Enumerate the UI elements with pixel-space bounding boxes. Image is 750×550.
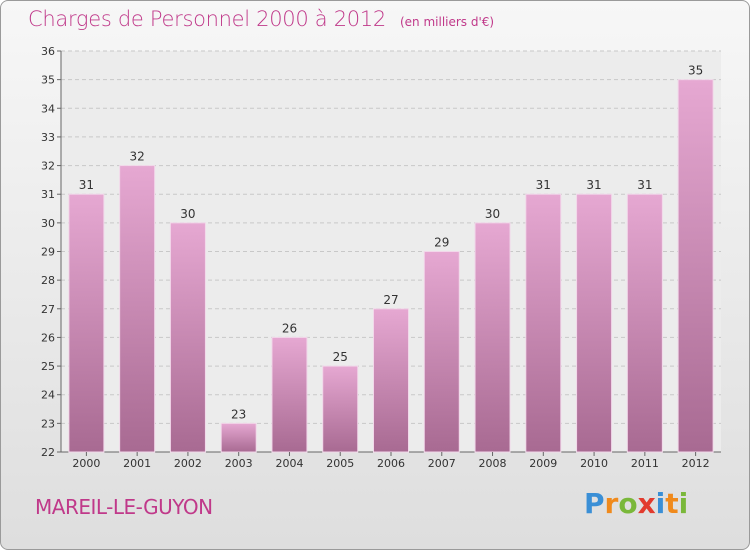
x-tick-label-2000: 2000 — [72, 457, 100, 470]
logo-letter: x — [637, 487, 656, 520]
chart-title-main: Charges de Personnel 2000 à 2012 — [28, 7, 386, 31]
x-tick-label-2011: 2011 — [631, 457, 659, 470]
y-tick-label: 25 — [41, 360, 55, 373]
bar-2009 — [525, 193, 562, 453]
y-tick-label: 29 — [41, 246, 55, 259]
data-label-2003: 23 — [231, 407, 246, 421]
logo-letter: o — [618, 487, 638, 520]
y-tick-label: 28 — [41, 274, 55, 287]
logo-letter: i — [655, 487, 666, 520]
logo-letter: t — [665, 487, 679, 520]
x-tick-label-2001: 2001 — [123, 457, 151, 470]
bar-2006 — [373, 308, 409, 453]
data-label-2009: 31 — [536, 178, 551, 192]
bar-2010 — [576, 193, 613, 453]
bar-2004 — [271, 336, 308, 453]
chart-subtitle: (en milliers d'€) — [399, 15, 495, 29]
y-tick-label: 27 — [41, 303, 55, 316]
x-tick-label-2010: 2010 — [580, 457, 608, 470]
data-label-2007: 29 — [434, 236, 449, 250]
bar-2012 — [677, 79, 714, 453]
y-tick-label: 23 — [41, 417, 55, 430]
data-label-2001: 32 — [130, 150, 145, 164]
y-tick-label: 26 — [41, 331, 55, 344]
x-tick-label-2006: 2006 — [377, 457, 405, 470]
y-tick-label: 30 — [41, 217, 55, 230]
data-label-2004: 26 — [282, 321, 297, 335]
y-tick-label: 33 — [41, 131, 55, 144]
y-tick-label: 22 — [41, 446, 55, 459]
y-tick-label: 24 — [41, 389, 55, 402]
data-label-2006: 27 — [383, 293, 398, 307]
data-label-2011: 31 — [637, 178, 652, 192]
logo-letter: r — [604, 487, 619, 520]
x-tick-label-2004: 2004 — [275, 457, 303, 470]
data-label-2000: 31 — [79, 178, 94, 192]
chart-title: Charges de Personnel 2000 à 2012 (en mill… — [28, 7, 494, 31]
y-tick-label: 36 — [41, 45, 55, 58]
logo-letter: i — [678, 487, 689, 520]
y-tick-label: 32 — [41, 160, 55, 173]
y-tick-label: 35 — [41, 74, 55, 87]
x-tick-label-2005: 2005 — [326, 457, 354, 470]
y-tick-label: 31 — [41, 188, 55, 201]
x-tick-label-2009: 2009 — [529, 457, 557, 470]
data-label-2010: 31 — [586, 178, 601, 192]
data-label-2002: 30 — [180, 207, 195, 221]
commune-name: MAREIL-LE-GUYON — [35, 495, 213, 519]
bar-2005 — [322, 365, 359, 453]
x-tick-label-2007: 2007 — [428, 457, 456, 470]
data-label-2008: 30 — [485, 207, 500, 221]
x-tick-label-2002: 2002 — [174, 457, 202, 470]
bar-2000 — [68, 193, 105, 453]
logo-letter: P — [584, 487, 605, 520]
bar-2011 — [626, 193, 663, 453]
bar-2001 — [119, 165, 156, 453]
bar-2007 — [423, 251, 460, 453]
x-tick-label-2012: 2012 — [682, 457, 710, 470]
data-label-2012: 35 — [688, 64, 703, 78]
bar-2008 — [474, 222, 511, 453]
x-tick-label-2003: 2003 — [225, 457, 253, 470]
bar-2003 — [220, 422, 257, 453]
bar-2002 — [169, 222, 206, 453]
proxiti-logo: Proxiti — [584, 487, 688, 520]
y-tick-label: 34 — [41, 102, 55, 115]
x-tick-label-2008: 2008 — [479, 457, 507, 470]
data-label-2005: 25 — [333, 350, 348, 364]
